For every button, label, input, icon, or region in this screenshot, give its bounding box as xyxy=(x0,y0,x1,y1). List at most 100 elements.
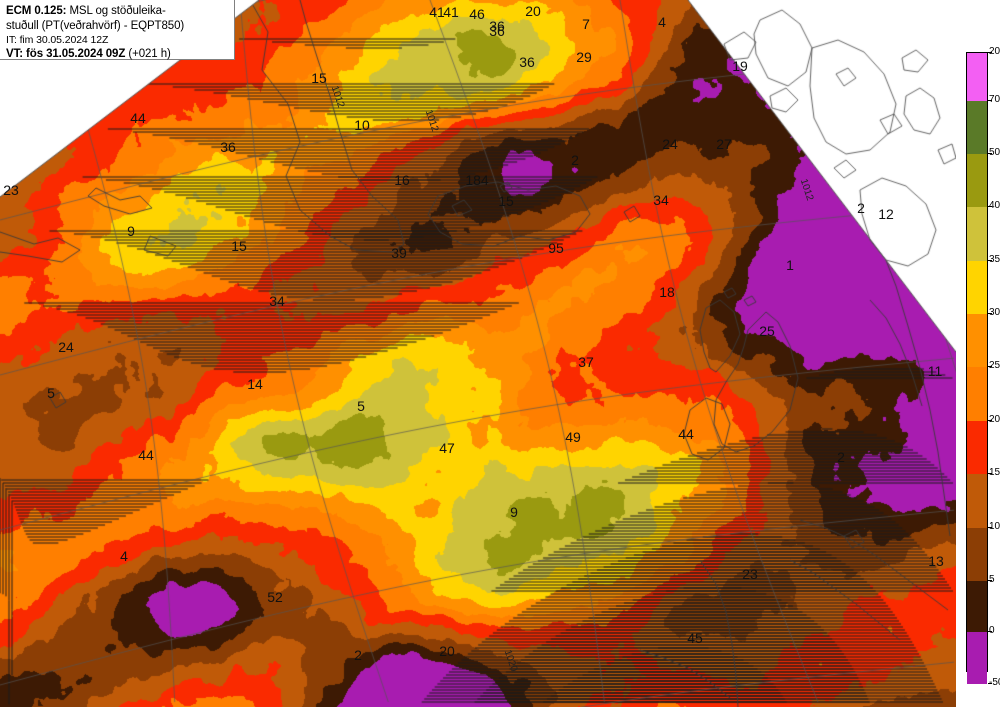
map-value-label: 5 xyxy=(357,398,365,414)
map-value-label: 34 xyxy=(653,192,669,208)
map-value-label: 36 xyxy=(220,139,236,155)
colorbar[interactable] xyxy=(966,52,988,684)
colorbar-band-8 xyxy=(967,474,987,528)
map-value-label: 1 xyxy=(786,257,794,273)
map-value-label: 36 xyxy=(489,18,505,34)
map-value-label: 44 xyxy=(130,110,146,126)
map-value-label: 23 xyxy=(742,566,758,582)
map-value-label: 20 xyxy=(525,3,541,19)
map-value-label: 5 xyxy=(47,385,55,401)
map-value-label: 46 xyxy=(469,6,485,22)
map-value-label: 39 xyxy=(391,245,407,261)
colorbar-tickmark-0 xyxy=(988,631,992,632)
init-time-label: IT: fim 30.05.2024 12Z xyxy=(6,34,109,46)
map-value-label: 13 xyxy=(928,553,944,569)
field-label-part1: MSL og stöðuleika- xyxy=(66,5,166,17)
colorbar-tickmark-70 xyxy=(988,100,992,101)
lead-time-label: (+021 h) xyxy=(125,48,171,60)
colorbar-panel: 20070504035302520151050-50 xyxy=(956,0,1000,707)
colorbar-band-5 xyxy=(967,314,987,367)
map-value-label: 25 xyxy=(759,323,775,339)
map-value-label: 2 xyxy=(857,200,865,216)
colorbar-tickmark-25 xyxy=(988,366,992,367)
colorbar-tick-0: 0 xyxy=(989,626,995,636)
map-value-label: 19 xyxy=(732,58,748,74)
valid-time-label: VT: fös 31.05.2024 09Z xyxy=(6,48,126,60)
map-value-label: 23 xyxy=(3,182,19,198)
map-value-label: 4 xyxy=(120,548,128,564)
map-value-label: 10 xyxy=(354,117,370,133)
map-value-label: 7 xyxy=(582,16,590,32)
map-value-label: 52 xyxy=(267,589,283,605)
map-value-label: 11 xyxy=(927,363,943,379)
map-value-label: 34 xyxy=(269,293,285,309)
valid-time-line: VT: fös 31.05.2024 09Z (+021 h) xyxy=(6,47,229,61)
map-value-label: 45 xyxy=(687,630,703,646)
map-value-label: 18 xyxy=(659,284,675,300)
colorbar-band-10 xyxy=(967,581,987,632)
colorbar-band-7 xyxy=(967,421,987,474)
colorbar-tickmark-50 xyxy=(988,153,992,154)
map-value-label: 49 xyxy=(565,429,581,445)
colorbar-tickmark-200 xyxy=(988,52,992,53)
map-value-label: 24 xyxy=(58,339,74,355)
colorbar-tickmark--50 xyxy=(988,683,992,684)
colorbar-tick-30: 30 xyxy=(989,307,1000,318)
colorbar-tick-200: 200 xyxy=(989,46,1000,57)
map-value-label: 9 xyxy=(510,504,518,520)
colorbar-tick-70: 70 xyxy=(989,94,1000,105)
map-value-label: 14 xyxy=(247,376,263,392)
map-value-label: 44 xyxy=(138,447,154,463)
colorbar-tick-15: 15 xyxy=(989,467,1000,478)
map-value-label: 36 xyxy=(519,54,535,70)
map-value-label: 95 xyxy=(548,240,564,256)
colorbar-band-4 xyxy=(967,261,987,314)
map-value-label: 12 xyxy=(878,206,894,222)
colorbar-tickmark-5 xyxy=(988,580,992,581)
map-value-label: 4 xyxy=(658,14,666,30)
map-value-label: 37 xyxy=(578,354,594,370)
map-value-label: 47 xyxy=(439,440,455,456)
colorbar-tick-25: 25 xyxy=(989,360,1000,371)
model-and-field-line1: ECM 0.125: MSL og stöðuleika- xyxy=(6,4,229,19)
colorbar-tick-10: 10 xyxy=(989,521,1000,532)
colorbar-tick-40: 40 xyxy=(989,200,1000,211)
colorbar-tickmark-15 xyxy=(988,473,992,474)
colorbar-band-2 xyxy=(967,154,987,207)
map-value-label: 29 xyxy=(576,49,592,65)
map-value-label: 24 xyxy=(662,136,678,152)
model-label: ECM 0.125: xyxy=(6,5,67,17)
colorbar-tickmark-20 xyxy=(988,420,992,421)
colorbar-band-6 xyxy=(967,367,987,421)
colorbar-tick-35: 35 xyxy=(989,254,1000,265)
map-value-label: 16 xyxy=(394,172,410,188)
map-value-label: 36 xyxy=(489,23,505,39)
map-panel[interactable] xyxy=(0,0,956,707)
map-value-label: 41 xyxy=(443,4,459,20)
map-value-label: 44 xyxy=(678,426,694,442)
colorbar-band-0 xyxy=(967,53,987,101)
map-value-label: 20 xyxy=(439,643,455,659)
colorbar-band-9 xyxy=(967,528,987,581)
map-value-label: 2 xyxy=(354,647,362,663)
colorbar-tick-20: 20 xyxy=(989,414,1000,425)
colorbar-tick--50: -50 xyxy=(989,677,1000,688)
map-value-label: 41 xyxy=(429,4,445,20)
colorbar-tick-5: 5 xyxy=(989,575,995,585)
colorbar-band-1 xyxy=(967,101,987,154)
map-value-label: 15 xyxy=(311,70,327,86)
colorbar-tick-50: 50 xyxy=(989,147,1000,158)
colorbar-tickmark-35 xyxy=(988,260,992,261)
map-value-label: 15 xyxy=(231,238,247,254)
colorbar-tickmark-30 xyxy=(988,313,992,314)
map-value-label: 9 xyxy=(127,223,135,239)
map-value-label: 2 xyxy=(571,152,579,168)
map-value-label: 27 xyxy=(716,136,732,152)
forecast-info-box: ECM 0.125: MSL og stöðuleika- stuðull (P… xyxy=(0,0,235,60)
map-value-label: 184 xyxy=(465,172,489,188)
weather-map-canvas[interactable] xyxy=(0,0,956,707)
colorbar-band-3 xyxy=(967,207,987,261)
colorbar-band-11 xyxy=(967,632,987,684)
colorbar-tickmark-40 xyxy=(988,206,992,207)
